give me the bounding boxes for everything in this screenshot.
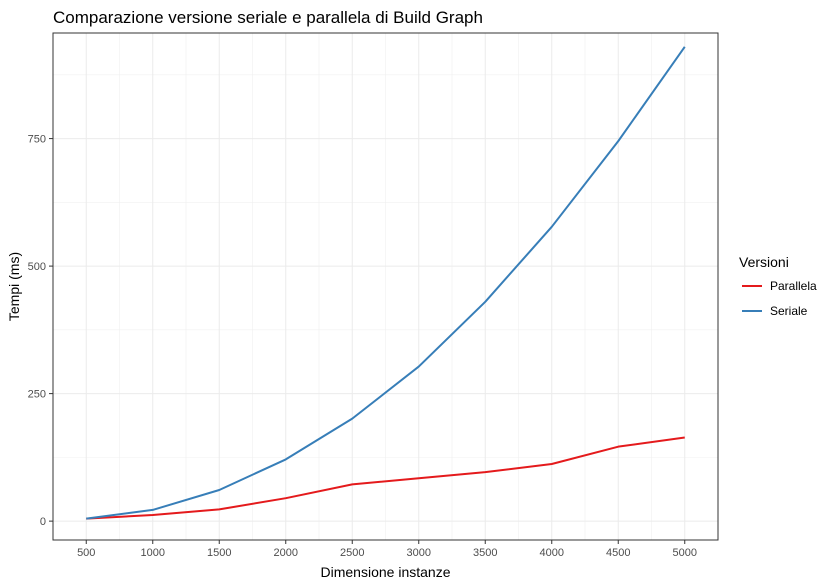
x-tick-label: 1500 (207, 547, 231, 559)
x-tick-label: 2000 (274, 547, 298, 559)
x-tick-label: 3500 (473, 547, 497, 559)
legend: Versioni Parallela Seriale (739, 254, 817, 318)
y-tick-label: 0 (40, 516, 46, 528)
plot-border (52, 32, 719, 541)
x-tick-label: 3000 (407, 547, 431, 559)
series-line-parallela (86, 436, 685, 520)
x-tick-label: 2500 (340, 547, 364, 559)
x-tick-label: 500 (77, 547, 95, 559)
series-layer (86, 46, 686, 520)
y-axis-title: Tempi (ms) (6, 252, 22, 321)
legend-label-parallela: Parallela (770, 279, 817, 293)
x-tick-label: 4000 (540, 547, 564, 559)
y-tick-label: 750 (28, 134, 46, 146)
x-axis-title: Dimensione instanze (321, 564, 451, 580)
legend-title: Versioni (739, 254, 789, 270)
x-tick-label: 4500 (606, 547, 630, 559)
grid-lines (53, 33, 718, 540)
x-tick-label: 5000 (673, 547, 697, 559)
chart-title: Comparazione versione seriale e parallel… (53, 8, 483, 27)
legend-label-seriale: Seriale (770, 304, 808, 318)
x-tick-label: 1000 (141, 547, 165, 559)
series-line-seriale (86, 46, 686, 520)
y-tick-label: 250 (28, 389, 46, 401)
y-tick-label: 500 (28, 261, 46, 273)
y-axis: 0 250 500 750 (28, 134, 53, 528)
x-axis: 500 1000 1500 2000 2500 3000 3500 4000 4500 5000 (77, 540, 697, 559)
